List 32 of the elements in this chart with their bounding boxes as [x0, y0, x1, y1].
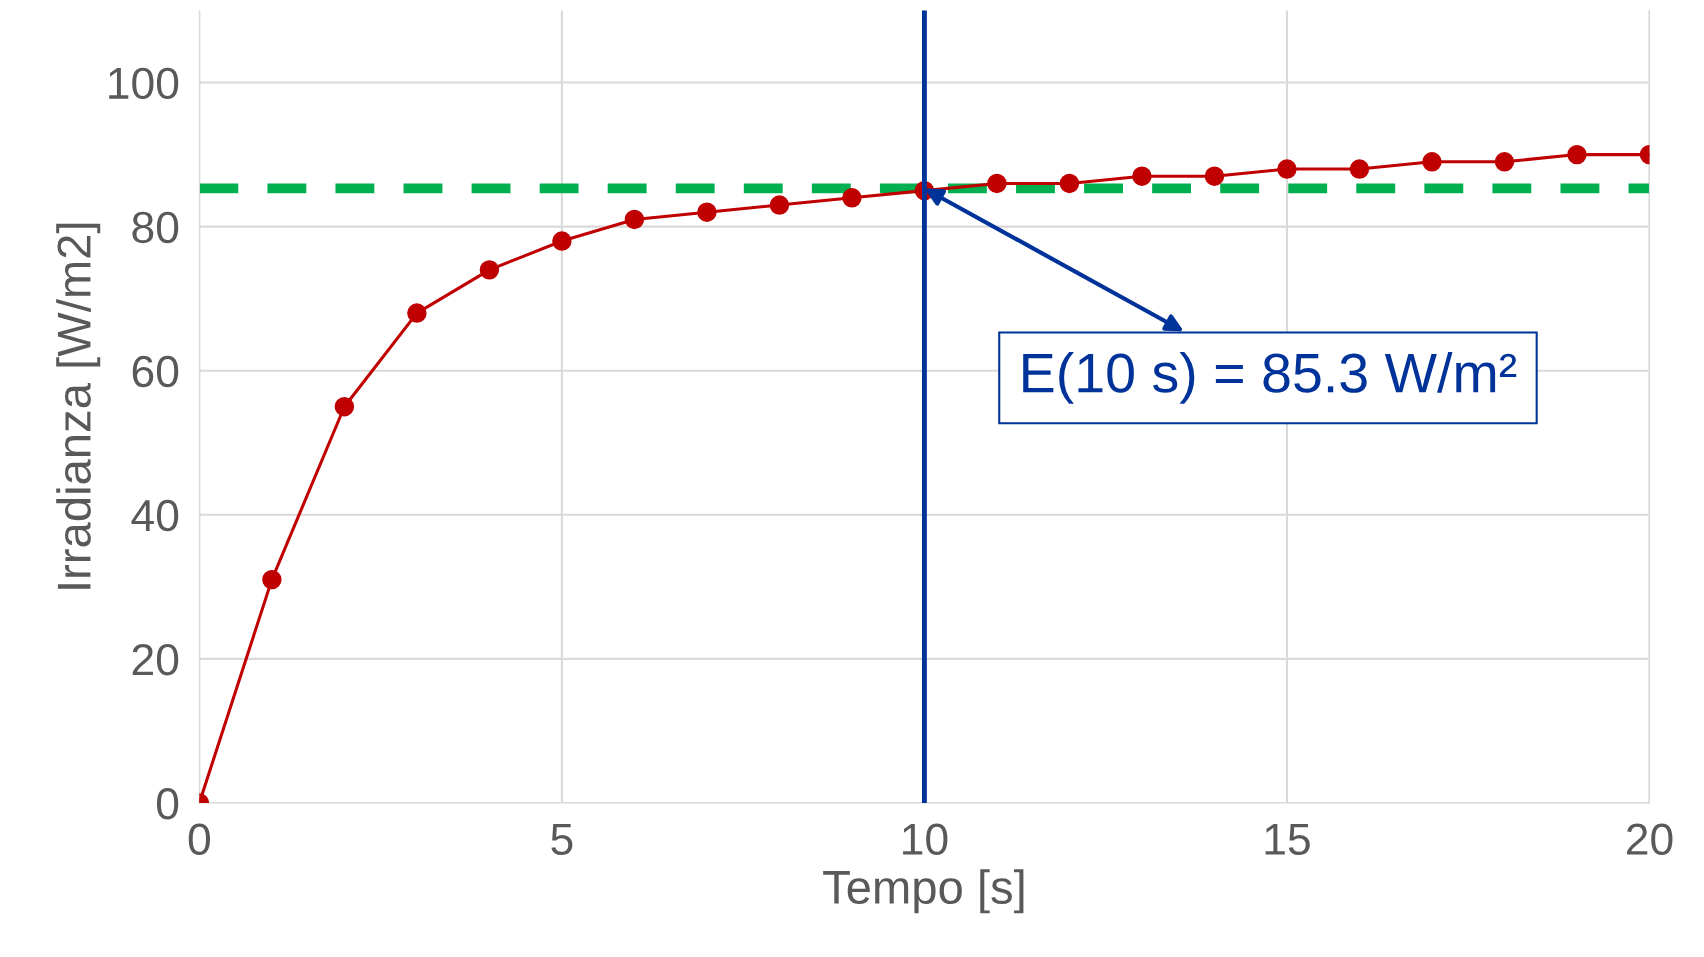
annotation: E(10 s) = 85.3 W/m² — [1023, 352, 1517, 404]
y-tick-label: 100 — [109, 67, 179, 100]
point — [987, 173, 1007, 194]
x-tick-label: 15 — [1265, 824, 1310, 856]
x-tick-label: 10 — [903, 823, 948, 856]
point — [624, 209, 645, 230]
x-axis-title: Tempo [s] — [823, 869, 1024, 914]
point — [1277, 159, 1297, 179]
y-tick-label: 0 — [156, 787, 179, 820]
point — [1349, 159, 1370, 179]
point — [479, 260, 500, 280]
y-tick-label: 20 — [132, 643, 179, 676]
x-tick-label: 0 — [188, 823, 210, 856]
point — [1204, 166, 1225, 186]
point — [334, 397, 355, 417]
y-tick-label: 80 — [132, 211, 179, 244]
y-axis-title: Irradianza [W/m2] — [56, 223, 101, 589]
point — [262, 569, 282, 590]
point — [1494, 152, 1515, 172]
point — [842, 188, 862, 208]
point — [1567, 144, 1587, 165]
point — [1132, 166, 1152, 186]
x-tick-label: 5 — [551, 824, 573, 856]
point — [1059, 173, 1080, 194]
point — [1422, 152, 1442, 172]
y-tick-label: 60 — [132, 355, 179, 388]
point — [769, 195, 790, 215]
point — [697, 202, 717, 222]
point — [407, 303, 427, 323]
x-tick-label: 20 — [1626, 823, 1673, 856]
y-tick-label: 40 — [131, 499, 179, 532]
point — [552, 231, 572, 251]
